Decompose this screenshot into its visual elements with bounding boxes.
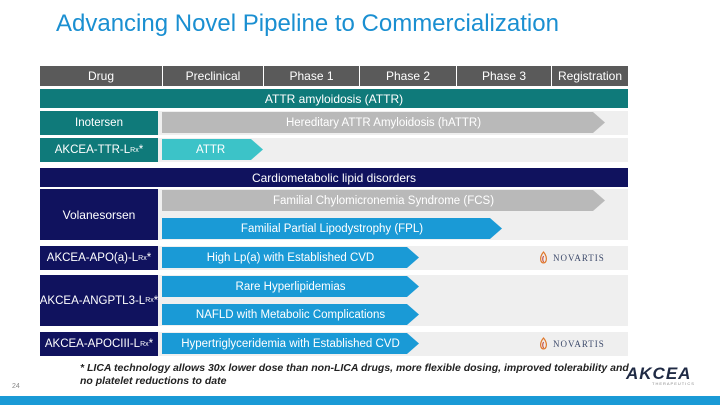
novartis-flame-icon (540, 251, 547, 264)
drug-name: AKCEA-ANGPTL3-L (39, 294, 146, 307)
novartis-flame-icon (540, 337, 547, 350)
program-fpl: Familial Partial Lipodystrophy (FPL) (162, 218, 502, 239)
drug-name: AKCEA-APO(a)-L (46, 252, 139, 264)
drug-asterisk: * (146, 252, 152, 264)
program-hypertriglyceridemia: Hypertriglyceridemia with Established CV… (162, 333, 419, 354)
novartis-wordmark: NOVARTIS (553, 339, 605, 349)
drug-subscript: Rx (130, 146, 139, 154)
section-attr: ATTR amyloidosis (ATTR) (40, 89, 628, 108)
header-registration: Registration (552, 66, 628, 86)
program-rare-hyperlipidemias: Rare Hyperlipidemias (162, 276, 419, 297)
program-attr: ATTR (162, 139, 263, 160)
header-phase-2: Phase 2 (360, 66, 457, 86)
header-phase-1: Phase 1 (264, 66, 360, 86)
section-cardiometabolic: Cardiometabolic lipid disorders (40, 168, 628, 187)
program-nafld: NAFLD with Metabolic Complications (162, 304, 419, 325)
drug-subscript: Rx (140, 340, 149, 348)
drug-name: AKCEA-TTR-L (54, 144, 131, 156)
drug-volanesorsen: Volanesorsen (40, 189, 158, 240)
novartis-wordmark: NOVARTIS (553, 253, 605, 263)
program-fcs: Familial Chylomicronemia Syndrome (FCS) (162, 190, 605, 211)
page-number: 24 (12, 383, 20, 390)
drug-subscript: Rx (145, 297, 154, 304)
novartis-logo: NOVARTIS (539, 337, 605, 351)
akcea-tagline: THERAPEUTICS (652, 381, 695, 386)
akcea-wordmark: AKCEA (626, 364, 692, 383)
akcea-logo: AKCEA THERAPEUTICS (626, 364, 695, 386)
drug-akcea-angptl3: AKCEA-ANGPTL3-L Rx * (40, 275, 158, 326)
program-hattr: Hereditary ATTR Amyloidosis (hATTR) (162, 112, 605, 133)
program-lpa: High Lp(a) with Established CVD (162, 247, 419, 268)
header-drug: Drug (40, 66, 163, 86)
header-phase-3: Phase 3 (457, 66, 552, 86)
drug-inotersen: Inotersen (40, 111, 158, 135)
novartis-logo: NOVARTIS (539, 251, 605, 265)
drug-akcea-ttr: AKCEA-TTR-L Rx * (40, 138, 158, 162)
drug-akcea-apociii: AKCEA-APOCIII-L Rx * (40, 332, 158, 356)
drug-asterisk: * (138, 144, 144, 156)
drug-akcea-apoa: AKCEA-APO(a)-L Rx * (40, 246, 158, 270)
bottom-accent-bar (0, 396, 720, 405)
drug-subscript: Rx (138, 254, 147, 262)
header-preclinical: Preclinical (163, 66, 264, 86)
slide-title: Advancing Novel Pipeline to Commercializ… (56, 10, 559, 37)
footnote: * LICA technology allows 30x lower dose … (80, 362, 629, 387)
drug-asterisk: * (148, 338, 154, 350)
drug-name: AKCEA-APOCIII-L (44, 338, 141, 350)
drug-asterisk: * (153, 294, 159, 307)
